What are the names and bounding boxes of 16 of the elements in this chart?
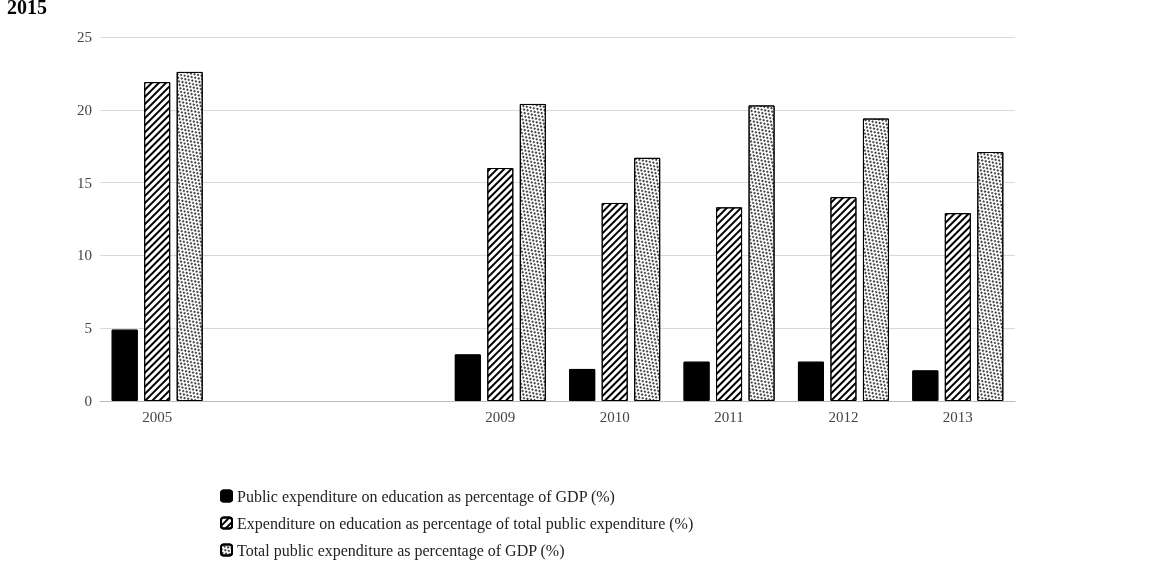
y-tick-label: 25 xyxy=(77,29,92,45)
legend-label: Total public expenditure as percentage of GDP (%) xyxy=(237,541,565,560)
y-tick-label: 10 xyxy=(77,247,92,264)
x-tick-label: 2013 xyxy=(942,408,973,425)
legend-label: Public expenditure on education as percentage of GDP (%) xyxy=(237,487,615,506)
x-tick-label: 2012 xyxy=(828,408,859,425)
y-tick-label: 0 xyxy=(84,393,92,409)
y-tick-label: 20 xyxy=(77,101,92,118)
y-tick-label: 5 xyxy=(84,320,92,337)
x-tick-label: 2010 xyxy=(599,408,630,425)
x-tick-label: 2011 xyxy=(714,408,744,425)
legend-label: Expenditure on education as percentage of total public expenditure (%) xyxy=(237,514,694,533)
y-tick-label: 15 xyxy=(77,174,92,191)
x-tick-label: 2005 xyxy=(142,408,173,425)
chart-title: 2015 xyxy=(7,0,47,18)
x-tick-label: 2009 xyxy=(485,408,516,425)
